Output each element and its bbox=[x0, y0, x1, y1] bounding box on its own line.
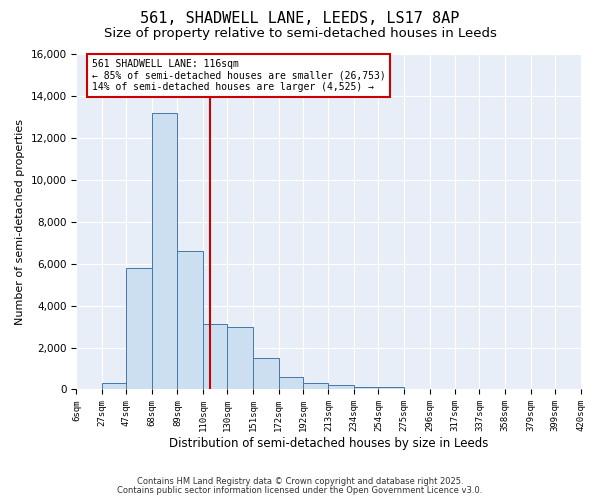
Bar bbox=[102, 383, 127, 390]
Text: Contains public sector information licensed under the Open Government Licence v3: Contains public sector information licen… bbox=[118, 486, 482, 495]
Text: 561, SHADWELL LANE, LEEDS, LS17 8AP: 561, SHADWELL LANE, LEEDS, LS17 8AP bbox=[140, 11, 460, 26]
Bar bbox=[227, 326, 253, 390]
Bar bbox=[178, 251, 203, 390]
Bar bbox=[278, 377, 303, 390]
Bar bbox=[328, 386, 354, 390]
Bar bbox=[203, 324, 227, 390]
Bar bbox=[253, 358, 278, 390]
Bar bbox=[152, 112, 178, 390]
Bar bbox=[303, 383, 328, 390]
Y-axis label: Number of semi-detached properties: Number of semi-detached properties bbox=[15, 118, 25, 324]
Text: Contains HM Land Registry data © Crown copyright and database right 2025.: Contains HM Land Registry data © Crown c… bbox=[137, 477, 463, 486]
Text: 561 SHADWELL LANE: 116sqm
← 85% of semi-detached houses are smaller (26,753)
14%: 561 SHADWELL LANE: 116sqm ← 85% of semi-… bbox=[92, 59, 385, 92]
Bar bbox=[127, 268, 152, 390]
X-axis label: Distribution of semi-detached houses by size in Leeds: Distribution of semi-detached houses by … bbox=[169, 437, 488, 450]
Text: Size of property relative to semi-detached houses in Leeds: Size of property relative to semi-detach… bbox=[104, 28, 496, 40]
Bar bbox=[379, 388, 404, 390]
Bar bbox=[354, 388, 379, 390]
